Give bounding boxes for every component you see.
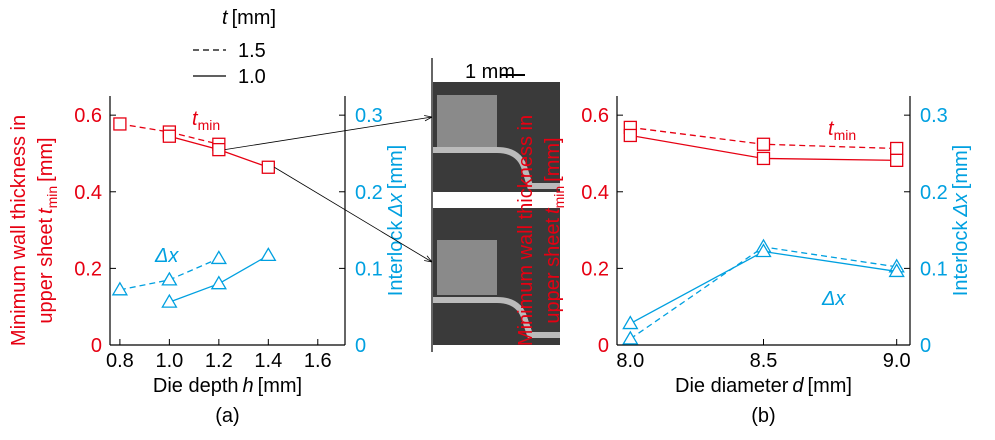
x-tick-label: 8.0 — [616, 350, 644, 372]
y-axis-label-part: upper sheet — [542, 218, 564, 324]
y-axis-label: Minimum wall thickness in — [8, 115, 30, 346]
y-axis-label: upper sheettmin[mm] — [542, 137, 567, 323]
y2-axis-label-part: [mm] — [950, 145, 972, 189]
x-tick-label: 9.0 — [883, 350, 911, 372]
y-axis-label: Minimum wall thickness in — [515, 115, 537, 346]
photo-bottom-punch — [437, 240, 497, 295]
marker — [213, 144, 225, 156]
x-axis-label-part: Die diameter — [675, 375, 789, 397]
y-tick-label: 0.6 — [74, 105, 102, 127]
y2-axis-label: Interlock Δx [mm] — [385, 145, 407, 296]
annotation: Δx — [154, 245, 179, 267]
marker — [891, 142, 903, 154]
legend-title: t[mm] — [222, 7, 276, 29]
x-tick-label: 1.0 — [155, 350, 183, 372]
y2-tick-label: 0.1 — [355, 258, 383, 280]
y2-axis-label-part: Interlock — [385, 220, 407, 297]
y2-tick-label: 0.2 — [355, 182, 383, 204]
marker — [624, 129, 636, 141]
y-axis-label-part: [mm] — [542, 137, 564, 181]
marker — [114, 118, 126, 130]
marker — [758, 152, 770, 164]
y2-tick-label: 0 — [920, 335, 931, 357]
annotation: tmin — [192, 108, 220, 133]
photo-top-punch — [437, 95, 497, 150]
legend-title-part: [mm] — [232, 7, 276, 29]
x-tick-label: 8.5 — [750, 350, 778, 372]
x-tick-label: 1.6 — [304, 350, 332, 372]
marker — [623, 317, 637, 329]
x-axis-label-part: [mm] — [808, 375, 852, 397]
y-axis-label-part: min — [44, 186, 60, 209]
x-axis-label-part: Die depth — [153, 375, 239, 397]
arrow-head — [424, 256, 432, 262]
scale-label: 1 mm — [465, 61, 515, 83]
annotation-part: min — [198, 117, 221, 133]
annotation: Δx — [821, 288, 846, 310]
y-axis-label-part: upper sheet — [35, 218, 57, 324]
series-line — [630, 247, 896, 339]
x-tick-label: 1.4 — [254, 350, 282, 372]
marker — [162, 273, 176, 285]
y-tick-label: 0.2 — [74, 258, 102, 280]
annotation-part: Δx — [154, 245, 179, 267]
y2-axis-label-part: Δx — [385, 192, 407, 217]
y2-axis-label-part: Interlock — [950, 220, 972, 297]
y2-axis-label: Interlock Δx [mm] — [950, 145, 972, 296]
caption: (b) — [751, 405, 775, 427]
arrow — [225, 117, 432, 150]
arrow — [274, 167, 432, 262]
y-tick-label: 0.4 — [581, 182, 609, 204]
caption: (a) — [215, 405, 239, 427]
marker — [162, 295, 176, 307]
y2-axis-label-part: Δx — [950, 192, 972, 217]
y-tick-label: 0 — [91, 335, 102, 357]
marker — [261, 248, 275, 260]
annotation: tmin — [828, 118, 856, 143]
y-axis-label: upper sheettmin[mm] — [35, 137, 60, 323]
marker — [262, 161, 274, 173]
marker — [212, 251, 226, 263]
legend-title-part: t — [222, 7, 229, 29]
y-tick-label: 0.4 — [74, 182, 102, 204]
marker — [212, 277, 226, 289]
legend-label: 1.0 — [238, 66, 266, 88]
y2-tick-label: 0.3 — [355, 105, 383, 127]
y-axis-label-part: min — [551, 186, 567, 209]
y-tick-label: 0.2 — [581, 258, 609, 280]
y2-tick-label: 0 — [355, 335, 366, 357]
y2-tick-label: 0.2 — [920, 182, 948, 204]
annotation-part: Δx — [821, 288, 846, 310]
x-tick-label: 0.8 — [106, 350, 134, 372]
x-axis-label-part: d — [792, 375, 804, 397]
series-line — [630, 252, 896, 324]
marker — [891, 154, 903, 166]
x-tick-label: 1.2 — [205, 350, 233, 372]
y-tick-label: 0.6 — [581, 105, 609, 127]
annotation-part: min — [834, 127, 857, 143]
y2-axis-label-part: [mm] — [385, 145, 407, 189]
marker — [623, 332, 637, 344]
legend-label: 1.5 — [238, 40, 266, 62]
marker — [163, 130, 175, 142]
x-axis-label-part: h — [243, 375, 254, 397]
y2-tick-label: 0.1 — [920, 258, 948, 280]
y-axis-label-part: [mm] — [35, 137, 57, 181]
marker — [758, 138, 770, 150]
y2-tick-label: 0.3 — [920, 105, 948, 127]
figure: 1 mm 0.8 1.0 1.2 1.4 1.6 0 0.2 0.4 0.6 0 0.1 0.2 0.3… — [0, 0, 995, 435]
y-tick-label: 0 — [598, 335, 609, 357]
x-axis-label-part: [mm] — [258, 375, 302, 397]
